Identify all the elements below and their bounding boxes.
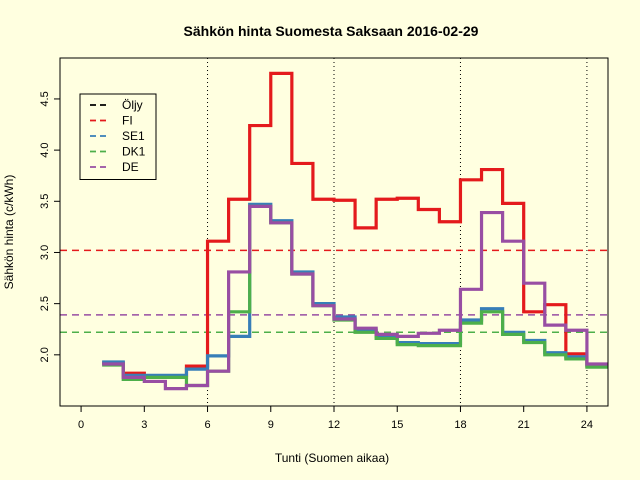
x-tick-label-0: 0 [78,419,84,431]
y-tick-label-3: 3.5 [39,194,51,209]
series-layer [102,71,608,391]
legend-box [79,93,157,180]
x-tick-label-6: 6 [204,419,210,431]
x-axis-label: Tunti (Suomen aikaa) [275,451,389,465]
x-tick-label-12: 12 [328,419,340,431]
x-tick-label-21: 21 [518,419,530,431]
y-tick-label-2: 3.0 [39,245,51,260]
legend-label-se1: SE1 [122,129,145,143]
legend-label-öljy: Öljy [122,98,143,112]
legend-label-dk1: DK1 [122,145,146,159]
series-line-dk1 [102,204,608,388]
x-tick-label-3: 3 [141,419,147,431]
series-line-se1 [102,202,608,377]
x-tick-label-15: 15 [391,419,403,431]
x-tick-label-18: 18 [454,419,466,431]
y-axis: 2.0 2.5 3.0 3.5 4.0 4.5 [39,91,60,362]
series-line-de [102,204,608,391]
x-tick-label-24: 24 [581,419,593,431]
y-tick-label-5: 4.5 [39,91,51,106]
y-tick-label-0: 2.0 [39,347,51,362]
vertical-guide-lines [207,58,588,406]
x-tick-label-9: 9 [268,419,274,431]
legend-label-fi: FI [122,114,133,128]
y-tick-label-1: 2.5 [39,296,51,311]
legend-label-de: DE [122,160,139,174]
y-tick-label-4: 4.0 [39,142,51,157]
y-axis-label: Sähkön hinta (c/kWh) [2,175,16,290]
chart-title: Sähkön hinta Suomesta Saksaan 2016-02-29 [184,23,479,39]
x-axis: 0 3 6 9 12 15 18 21 24 [78,405,593,431]
